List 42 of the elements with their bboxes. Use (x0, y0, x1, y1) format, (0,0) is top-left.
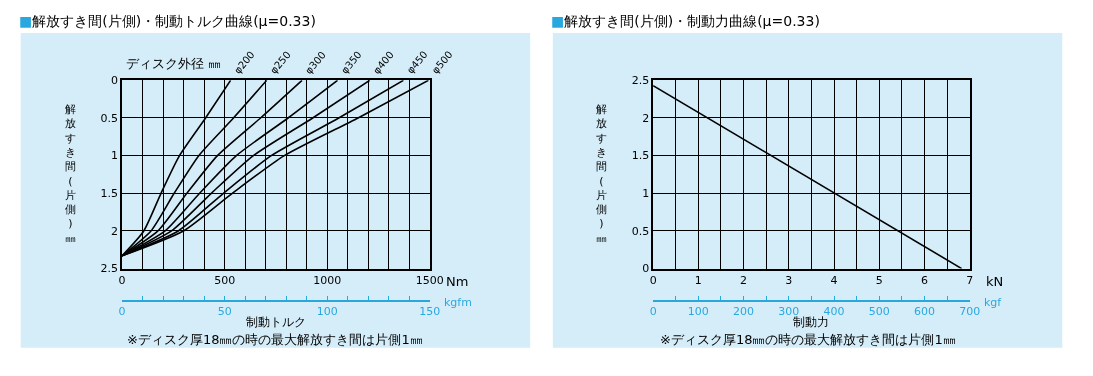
x-tick-label: 3 (785, 273, 793, 287)
x2-tick-label: 100 (316, 305, 338, 319)
y-tick-label: 1.5 (631, 149, 650, 163)
chart-title: ■解放すき間(片側)・制動トルク曲線(μ=0.33) (19, 13, 316, 29)
text: kN (986, 274, 1004, 289)
chart-title: ■解放すき間(片側)・制動力曲線(μ=0.33) (551, 13, 820, 29)
x2-tick-label: 100 (687, 305, 709, 319)
x2-tick-label: 500 (868, 305, 890, 319)
x2-tick-label: 50 (217, 305, 232, 319)
y-tick-label: 2 (642, 111, 650, 125)
x-tick-label: 4 (830, 273, 838, 287)
y-tick-label: 1.5 (100, 187, 119, 201)
x2-tick-label: 200 (733, 305, 755, 319)
text: Nm (446, 274, 469, 289)
y-tick-label: 0.5 (100, 111, 119, 125)
y-tick-label: 2.5 (631, 74, 650, 88)
x2-axis-title: kgf (984, 296, 1003, 309)
y-tick-label: 1 (642, 187, 650, 201)
x2-tick-label: 600 (914, 305, 936, 319)
x-tick-label: 1 (694, 273, 702, 287)
y-tick-label: 0 (642, 262, 650, 276)
text: ディスク外径 ㎜ (126, 56, 222, 71)
x-tick-label: 7 (966, 273, 974, 287)
x-tick-label: 1000 (313, 273, 342, 287)
y-tick-label: 2 (111, 224, 119, 238)
y-tick-label: 0 (111, 74, 119, 88)
x-tick-label: 5 (875, 273, 883, 287)
x-tick-label: 2 (740, 273, 748, 287)
text: ※ディスク厚18㎜の時の最大解放すき間は片側1㎜ (127, 332, 423, 347)
y-tick-label: 1 (111, 149, 119, 163)
text: ※ディスク厚18㎜の時の最大解放すき間は片側1㎜ (660, 332, 956, 347)
text: 解放すき間(片側)㎜ (596, 103, 607, 245)
x2-tick-label: 150 (419, 305, 441, 319)
x-tick-label: 6 (921, 273, 929, 287)
text: 解放すき間(片側)㎜ (65, 103, 76, 245)
x-tick-label: 500 (214, 273, 236, 287)
x-axis-title: 制動トルク (246, 315, 306, 329)
y-tick-label: 2.5 (100, 262, 119, 276)
x2-axis-title: kgfm (444, 296, 472, 309)
x2-tick-label: 700 (959, 305, 981, 319)
y-tick-label: 0.5 (631, 224, 650, 238)
x-tick-label: 1500 (415, 273, 444, 287)
